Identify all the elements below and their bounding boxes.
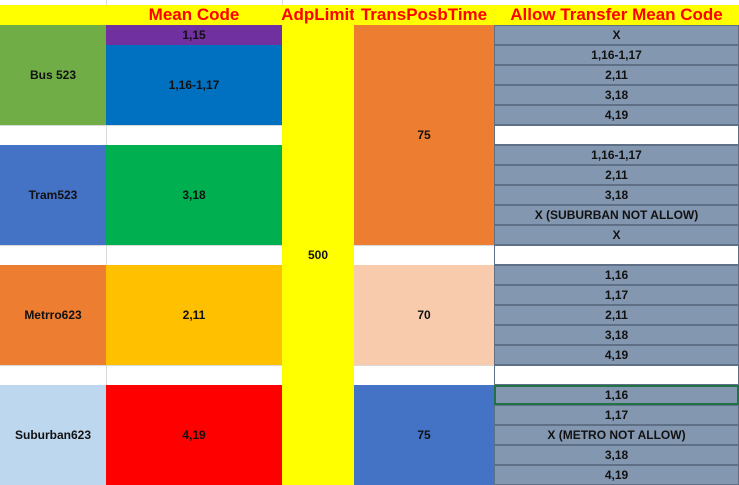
group-name-tram[interactable]: Tram523 bbox=[0, 145, 106, 245]
allow-transfer-cell[interactable]: 1,16 bbox=[494, 265, 739, 285]
allow-transfer-cell[interactable]: 1,16-1,17 bbox=[494, 45, 739, 65]
allow-transfer-cell[interactable]: 1,17 bbox=[494, 405, 739, 425]
allow-transfer-cell[interactable]: X bbox=[494, 25, 739, 45]
group-name-bus[interactable]: Bus 523 bbox=[0, 25, 106, 125]
header-adp-limit[interactable]: AdpLimit bbox=[281, 5, 355, 25]
allow-transfer-cell[interactable]: 1,17 bbox=[494, 285, 739, 305]
allow-transfer-empty-cell[interactable] bbox=[494, 245, 739, 265]
allow-transfer-cell-selected[interactable]: 1,16 bbox=[494, 385, 739, 405]
allow-transfer-cell[interactable]: 2,11 bbox=[494, 165, 739, 185]
mean-code-tram[interactable]: 3,18 bbox=[106, 145, 282, 245]
mean-code-suburban[interactable]: 4,19 bbox=[106, 385, 282, 485]
group-name-metro[interactable]: Metrro623 bbox=[0, 265, 106, 365]
allow-transfer-cell[interactable]: 1,16-1,17 bbox=[494, 145, 739, 165]
trans-time-metro[interactable]: 70 bbox=[354, 265, 494, 365]
allow-transfer-cell[interactable]: 3,18 bbox=[494, 185, 739, 205]
trans-time-bus-tram[interactable]: 75 bbox=[354, 25, 494, 245]
allow-transfer-cell[interactable]: 3,18 bbox=[494, 325, 739, 345]
group-name-suburban[interactable]: Suburban623 bbox=[0, 385, 106, 485]
mean-code-bus-2[interactable]: 1,16-1,17 bbox=[106, 45, 282, 125]
header-mean-code[interactable]: Mean Code bbox=[106, 5, 282, 25]
trans-time-suburban[interactable]: 75 bbox=[354, 385, 494, 485]
allow-transfer-cell[interactable]: X bbox=[494, 225, 739, 245]
allow-transfer-cell[interactable]: X (SUBURBAN NOT ALLOW) bbox=[494, 205, 739, 225]
allow-transfer-cell[interactable]: 3,18 bbox=[494, 85, 739, 105]
allow-transfer-cell[interactable]: 4,19 bbox=[494, 105, 739, 125]
mean-code-bus-1[interactable]: 1,15 bbox=[106, 25, 282, 45]
allow-transfer-cell[interactable]: X (METRO NOT ALLOW) bbox=[494, 425, 739, 445]
allow-transfer-cell[interactable]: 4,19 bbox=[494, 345, 739, 365]
allow-transfer-cell[interactable]: 3,18 bbox=[494, 445, 739, 465]
allow-transfer-cell[interactable]: 2,11 bbox=[494, 65, 739, 85]
header-corner bbox=[0, 5, 106, 25]
allow-transfer-cell[interactable]: 2,11 bbox=[494, 305, 739, 325]
allow-transfer-cell[interactable]: 4,19 bbox=[494, 465, 739, 485]
allow-transfer-empty-cell[interactable] bbox=[494, 365, 739, 385]
header-allow-transfer[interactable]: Allow Transfer Mean Code bbox=[494, 5, 739, 25]
adp-limit-cell[interactable]: 500 bbox=[282, 25, 354, 485]
header-trans-posb-time[interactable]: TransPosbTime bbox=[354, 5, 494, 25]
mean-code-metro[interactable]: 2,11 bbox=[106, 265, 282, 365]
allow-transfer-empty-cell[interactable] bbox=[494, 125, 739, 145]
